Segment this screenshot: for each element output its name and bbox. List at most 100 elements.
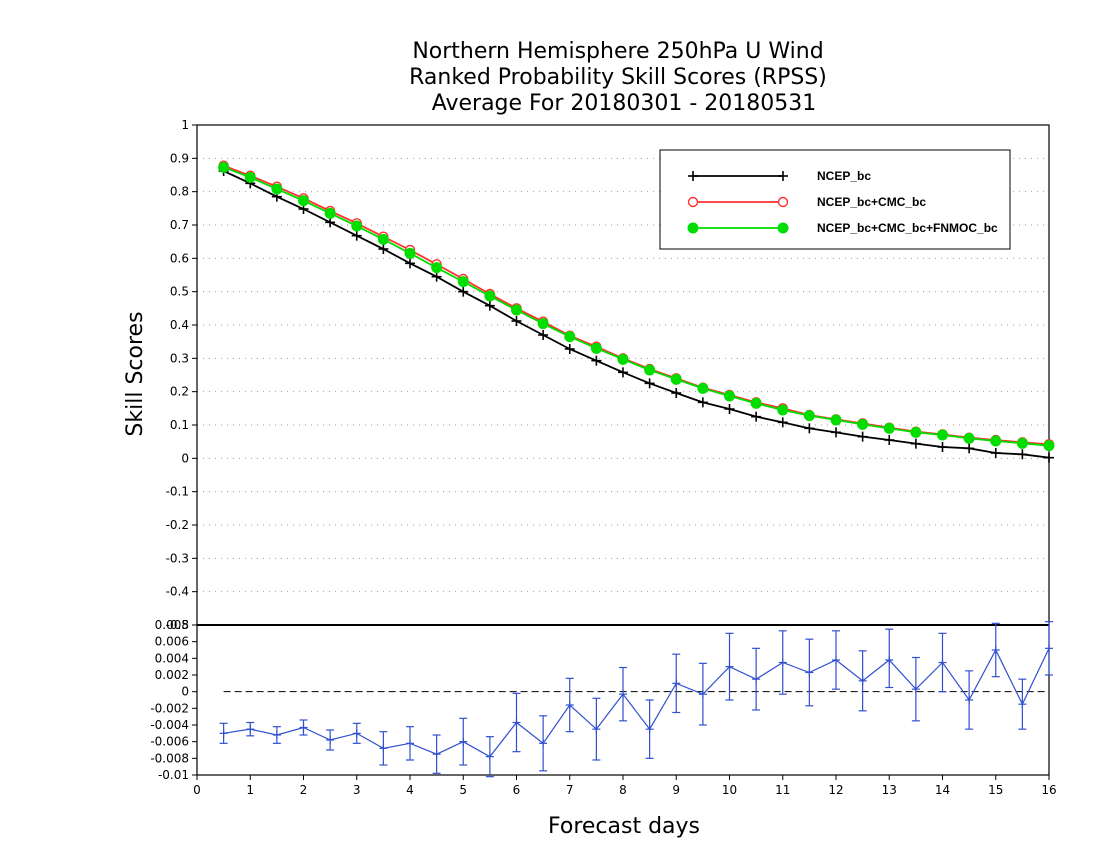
series-3-point-marker: [298, 195, 309, 207]
x-tick-label: 2: [300, 783, 308, 797]
legend-entry-2-marker-right-marker: [777, 196, 789, 208]
y-tick-label: 0.3: [170, 351, 189, 365]
legend-box: [659, 149, 1011, 250]
bottom-y-tick-label: -0.008: [150, 751, 189, 765]
series-3-point-marker: [803, 410, 815, 422]
series-3-point-marker: [724, 390, 735, 402]
x-tick-label: 1: [246, 783, 254, 797]
series-3-point-marker: [883, 422, 895, 434]
y-tick-label: 0.8: [170, 185, 189, 199]
x-tick-label: 0: [193, 783, 201, 797]
x-tick-label: 6: [513, 783, 521, 797]
y-tick-label: 0.7: [170, 218, 189, 232]
series-3-point-marker: [910, 426, 922, 438]
bottom-y-tick-label: -0.002: [150, 701, 189, 715]
top-panel: 1 0.9 0.8 0.7 0.6 0.5 0.4 0.3 0.2 0.1 0 -0.1 -0.2 -0.…: [166, 118, 1055, 632]
series-3-point-marker: [377, 233, 389, 245]
bottom-y-tick-label: 0: [181, 685, 189, 699]
legend-entry-3-label: NCEP_bc+CMC_bc+FNMOC_bc: [817, 221, 998, 235]
series-3-point-marker: [963, 432, 975, 444]
bottom-panel: 0.008 0.006 0.004 0.002 0 -0.002 -0.004 -0.006 -…: [150, 618, 1056, 797]
x-tick-label: 10: [722, 783, 737, 797]
y-tick-label: -0.3: [166, 551, 189, 565]
x-tick-label: 8: [619, 783, 627, 797]
series-3-point-marker: [937, 429, 948, 441]
series-3-point-marker: [617, 353, 629, 365]
legend-entry-2: NCEP_bc+CMC_bc: [687, 195, 926, 209]
y-tick-label: 1: [181, 118, 189, 132]
bottom-y-tick-label: 0.004: [155, 651, 189, 665]
legend-entry-1-label: NCEP_bc: [817, 169, 871, 183]
series-3-point-marker: [244, 171, 256, 183]
series-3-point-marker: [697, 382, 709, 394]
difference-line: [223, 648, 1050, 758]
x-tick-label: 15: [988, 783, 1003, 797]
series-3-point-marker: [404, 247, 416, 259]
series-3-point-marker: [484, 290, 496, 302]
series-3-point-marker: [830, 414, 842, 426]
y-tick-label: -0.4: [166, 585, 189, 599]
x-tick-label: 3: [353, 783, 361, 797]
legend-entry-2-marker-left-marker: [687, 196, 699, 208]
bottom-y-tick-label: 0.008: [155, 618, 189, 632]
legend-entry-1: NCEP_bc: [688, 169, 871, 183]
bottom-y-tick-label: -0.004: [150, 718, 189, 732]
bottom-y-tick-label: 0.002: [155, 668, 189, 682]
series-3-point-marker: [990, 435, 1002, 447]
series-3-point-marker: [777, 404, 789, 416]
series-3-point-marker: [644, 364, 656, 376]
y-tick-label: -0.5: [166, 618, 189, 632]
x-tick-label: 13: [882, 783, 897, 797]
x-tick-label: 7: [566, 783, 574, 797]
y-tick-label: -0.1: [166, 485, 189, 499]
series-3-point-marker: [590, 342, 602, 354]
legend-entry-3: NCEP_bc+CMC_bc+FNMOC_bc: [687, 221, 998, 235]
series-3-point-marker: [1016, 437, 1028, 449]
series-3-point-marker: [1043, 440, 1055, 452]
y-tick-label: 0.9: [170, 151, 189, 165]
x-tick-label: 14: [935, 783, 950, 797]
bottom-y-tick-label: -0.006: [150, 735, 189, 749]
series-3-point-marker: [857, 418, 869, 430]
series-3: [218, 161, 1055, 452]
series-3-point-marker: [511, 304, 522, 316]
bottom-y-tick-label: 0.006: [155, 635, 189, 649]
chart-title-line-1: Northern Hemisphere 250hPa U Wind: [412, 39, 823, 64]
x-tick-label: 11: [775, 783, 790, 797]
y-tick-label: 0.1: [170, 418, 189, 432]
legend-entry-3-marker-right-marker: [777, 222, 789, 234]
series-3-point-marker: [431, 262, 443, 274]
x-tick-label: 12: [828, 783, 843, 797]
y-tick-label: 0.4: [170, 318, 189, 332]
x-tick-label: 16: [1041, 783, 1056, 797]
series-3-point-marker: [324, 207, 336, 219]
series-1: [218, 166, 1054, 463]
series-3-point-marker: [351, 220, 363, 232]
chart-title-line-2: Ranked Probability Skill Scores (RPSS): [409, 65, 827, 90]
y-tick-label: 0: [181, 451, 189, 465]
series-3-point-marker: [750, 397, 762, 409]
series-3-point-marker: [271, 183, 283, 195]
legend-entry-2-label: NCEP_bc+CMC_bc: [817, 195, 926, 209]
y-tick-label: 0.6: [170, 251, 189, 265]
y-tick-label: 0.2: [170, 385, 189, 399]
series-3-point-marker: [537, 318, 549, 330]
legend: NCEP_bc NCEP_bc+CMC_bc NCEP_bc+CMC_bc+FNMO…: [659, 149, 1011, 250]
y-tick-label: 0.5: [170, 285, 189, 299]
x-axis-label: Forecast days: [548, 814, 700, 839]
series-3-point-marker: [564, 331, 576, 343]
y-axis-label: Skill Scores: [123, 311, 148, 436]
series-3-point-marker: [670, 373, 682, 385]
bottom-y-tick-label: -0.01: [158, 768, 189, 782]
chart-title-line-3: Average For 20180301 - 20180531: [432, 91, 817, 116]
legend-entry-3-marker-left-marker: [687, 222, 699, 234]
y-tick-label: -0.2: [166, 518, 189, 532]
difference-series: [219, 621, 1053, 778]
x-tick-label: 4: [406, 783, 414, 797]
series-3-point-marker: [457, 276, 469, 288]
chart-title: Northern Hemisphere 250hPa U Wind Ranked…: [409, 39, 827, 116]
series-3-point-marker: [218, 161, 230, 173]
x-tick-label: 9: [672, 783, 680, 797]
x-tick-label: 5: [459, 783, 467, 797]
